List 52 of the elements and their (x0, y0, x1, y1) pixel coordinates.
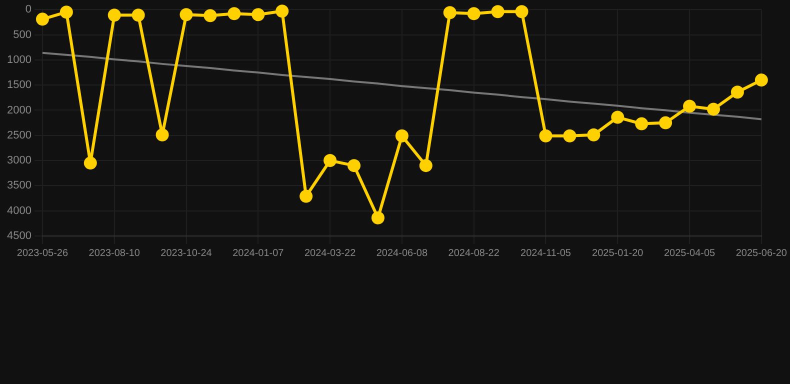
x-tick-label: 2023-05-26 (16, 248, 68, 259)
x-tick-label: 2025-04-05 (664, 248, 716, 259)
point (683, 100, 696, 113)
point (467, 7, 480, 20)
point (252, 8, 265, 22)
y-tick-label: 1000 (6, 54, 32, 66)
point (659, 116, 672, 130)
point (228, 7, 241, 20)
point (132, 8, 145, 22)
point (706, 102, 720, 116)
y-tick-label: 0 (25, 4, 32, 16)
point (108, 8, 121, 22)
y-tick-label: 3000 (6, 154, 32, 167)
x-tick-label: 2025-06-20 (736, 248, 788, 259)
y-tick-label: 4000 (6, 204, 32, 217)
y-tick-label: 2500 (6, 129, 32, 142)
point (300, 190, 313, 203)
y-tick-label: 1500 (6, 79, 32, 92)
point (419, 159, 432, 172)
x-tick-label: 2024-06-08 (376, 248, 428, 259)
y-tick-label: 2000 (6, 104, 32, 116)
point (276, 4, 289, 18)
point (204, 9, 217, 22)
point (635, 117, 648, 130)
point (371, 211, 384, 224)
point (36, 12, 49, 26)
point (84, 156, 97, 170)
point (563, 129, 576, 142)
x-tick-label: 2023-10-24 (160, 248, 212, 259)
x-tick-label: 2024-01-07 (232, 248, 284, 259)
point (754, 74, 768, 87)
x-tick-label: 2024-11-05 (520, 248, 572, 259)
point (515, 5, 528, 18)
point (730, 86, 744, 99)
point (491, 5, 504, 18)
x-tick-label: 2024-03-22 (304, 248, 356, 259)
point (611, 110, 624, 124)
y-tick-label: 500 (13, 28, 32, 41)
point (443, 6, 456, 20)
point (539, 129, 552, 142)
y-tick-label: 3500 (6, 180, 32, 192)
point (324, 154, 337, 168)
point (60, 6, 73, 19)
y-tick-label: 4500 (6, 230, 32, 242)
x-tick-label: 2025-01-20 (592, 248, 644, 259)
point (156, 128, 169, 142)
point (348, 159, 361, 172)
x-tick-label: 2023-08-10 (88, 248, 140, 259)
point (395, 129, 408, 142)
x-tick-label: 2024-08-22 (448, 248, 500, 259)
point (587, 128, 600, 142)
point (180, 8, 193, 22)
